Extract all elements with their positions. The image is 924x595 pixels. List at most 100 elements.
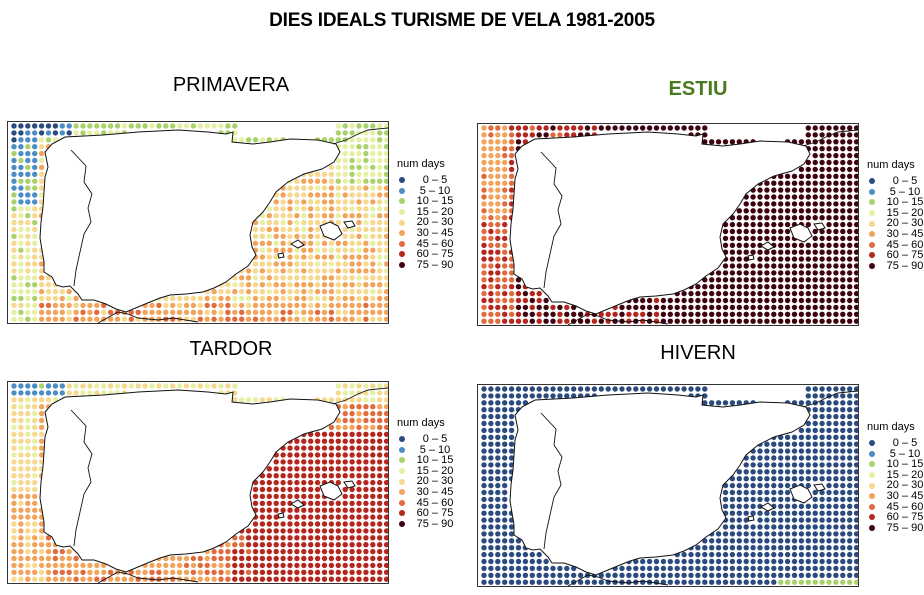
grid-point bbox=[176, 123, 183, 129]
grid-point bbox=[383, 479, 388, 486]
grid-point bbox=[349, 500, 355, 506]
grid-point bbox=[840, 235, 846, 242]
legend-item: 60 – 75 bbox=[867, 250, 924, 261]
grid-point bbox=[502, 249, 508, 255]
grid-point bbox=[522, 386, 529, 392]
grid-point bbox=[502, 565, 508, 572]
grid-point bbox=[771, 441, 777, 447]
grid-point bbox=[488, 277, 494, 283]
grid-point bbox=[252, 295, 259, 302]
grid-point bbox=[73, 576, 79, 582]
grid-point bbox=[819, 304, 825, 311]
grid-point bbox=[715, 277, 722, 283]
grid-point bbox=[840, 277, 846, 283]
grid-point bbox=[750, 489, 756, 496]
grid-point bbox=[38, 404, 45, 410]
grid-point bbox=[18, 130, 24, 136]
grid-point bbox=[764, 558, 770, 565]
grid-point bbox=[32, 535, 38, 541]
grid-point bbox=[812, 152, 818, 159]
grid-point bbox=[833, 476, 839, 482]
island-outline bbox=[277, 512, 285, 519]
grid-point bbox=[328, 302, 335, 309]
grid-point bbox=[45, 137, 52, 143]
grid-point bbox=[826, 139, 832, 145]
grid-point bbox=[370, 383, 376, 389]
grid-point bbox=[314, 459, 321, 465]
grid-point bbox=[674, 125, 680, 131]
grid-point bbox=[66, 123, 72, 129]
grid-point bbox=[729, 545, 736, 551]
peninsula-coastline bbox=[39, 389, 341, 573]
legend-label: 45 – 60 bbox=[416, 237, 454, 250]
grid-point bbox=[805, 256, 811, 262]
grid-point bbox=[18, 144, 24, 150]
grid-point bbox=[550, 572, 556, 578]
grid-point bbox=[280, 213, 286, 219]
grid-point bbox=[515, 572, 522, 578]
grid-point bbox=[18, 452, 24, 458]
grid-point bbox=[488, 510, 494, 516]
grid-point bbox=[557, 125, 563, 131]
grid-point bbox=[383, 192, 388, 198]
grid-point bbox=[488, 469, 494, 475]
grid-point bbox=[564, 565, 570, 572]
grid-point bbox=[349, 261, 355, 267]
grid-point bbox=[32, 500, 38, 506]
grid-point bbox=[363, 500, 369, 506]
grid-point bbox=[847, 538, 853, 544]
grid-point bbox=[25, 514, 31, 520]
grid-point bbox=[356, 233, 362, 240]
grid-point bbox=[25, 316, 31, 322]
grid-point bbox=[342, 295, 348, 302]
grid-point bbox=[294, 233, 300, 240]
grid-point bbox=[18, 164, 24, 171]
grid-point bbox=[715, 538, 722, 544]
grid-point bbox=[702, 400, 708, 406]
grid-point bbox=[370, 417, 376, 424]
legend-label: 30 – 45 bbox=[416, 226, 454, 239]
grid-point bbox=[736, 235, 742, 242]
grid-point bbox=[660, 297, 667, 304]
grid-point bbox=[335, 417, 341, 424]
grid-point bbox=[826, 572, 832, 578]
grid-point bbox=[383, 466, 388, 472]
grid-point bbox=[495, 235, 501, 242]
grid-point bbox=[805, 187, 811, 193]
grid-point bbox=[259, 137, 266, 143]
grid-point bbox=[266, 316, 272, 322]
grid-point bbox=[25, 459, 31, 465]
grid-point bbox=[764, 263, 770, 269]
grid-point bbox=[356, 521, 362, 527]
grid-point bbox=[826, 152, 832, 159]
grid-point bbox=[495, 263, 501, 269]
grid-point bbox=[383, 424, 388, 431]
grid-point bbox=[356, 569, 362, 575]
grid-point bbox=[826, 386, 832, 392]
grid-point bbox=[853, 221, 858, 228]
grid-point bbox=[826, 215, 832, 221]
legend-swatch-icon bbox=[869, 440, 875, 447]
grid-point bbox=[363, 507, 369, 513]
grid-point bbox=[301, 185, 307, 191]
grid-point bbox=[94, 302, 100, 309]
grid-point bbox=[778, 270, 784, 276]
grid-point bbox=[11, 206, 17, 212]
grid-point bbox=[722, 277, 729, 283]
grid-point bbox=[826, 462, 832, 468]
grid-point bbox=[32, 185, 38, 191]
grid-point bbox=[847, 249, 853, 255]
grid-point bbox=[204, 309, 210, 315]
legend-item: 10 – 15 bbox=[867, 197, 924, 208]
grid-point bbox=[847, 393, 853, 399]
grid-point bbox=[308, 548, 314, 555]
grid-point bbox=[847, 242, 853, 248]
grid-point bbox=[502, 208, 508, 214]
grid-point bbox=[38, 316, 45, 322]
grid-point bbox=[729, 304, 736, 311]
grid-point bbox=[757, 277, 763, 283]
grid-point bbox=[853, 318, 858, 324]
grid-point bbox=[377, 247, 383, 253]
grid-point bbox=[840, 441, 846, 447]
grid-point bbox=[522, 393, 529, 399]
